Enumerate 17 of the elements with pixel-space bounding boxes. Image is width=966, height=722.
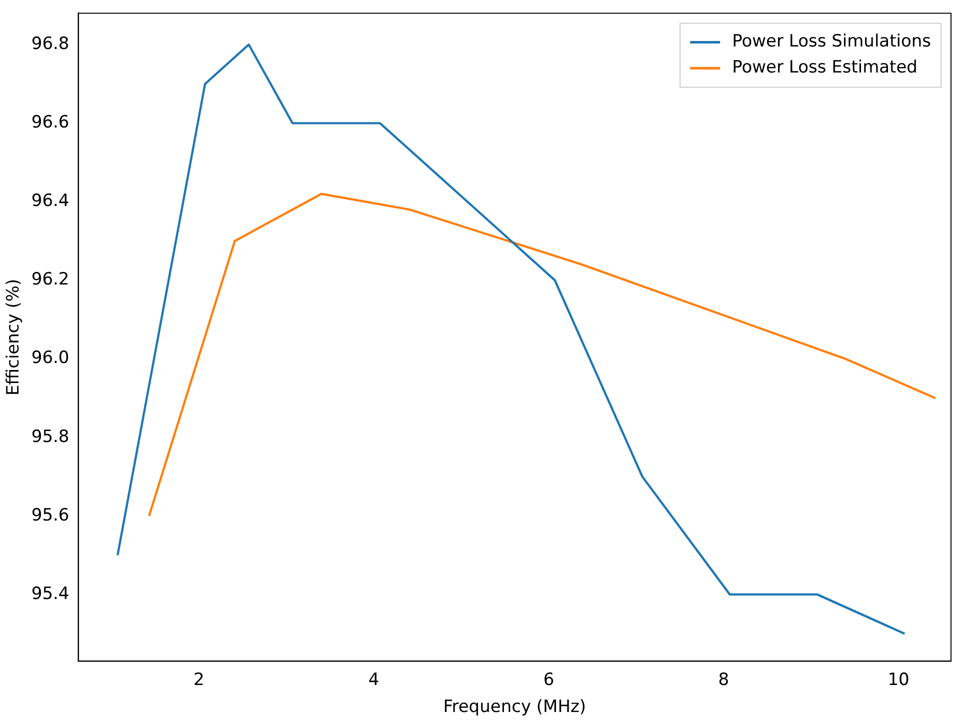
x-tick-label: 2: [194, 670, 204, 690]
y-tick-label: 96.4: [31, 191, 70, 212]
x-tick-label: 6: [543, 670, 554, 690]
y-tick-label: 95.8: [31, 426, 70, 447]
y-tick-label: 96.0: [31, 348, 70, 368]
x-tick-label: 4: [368, 670, 380, 690]
y-tick-label: 95.4: [31, 584, 70, 604]
y-tick-label: 96.2: [31, 270, 70, 290]
y-tick-label: 96.6: [31, 112, 70, 133]
legend-label: Power Loss Simulations: [732, 32, 932, 52]
x-tick-label: 10: [888, 670, 910, 690]
x-axis-title: Frequency (MHz): [443, 697, 586, 718]
y-tick-label: 95.6: [31, 505, 70, 526]
x-tick-label: 8: [718, 670, 730, 690]
y-axis-title: Efficiency (%): [4, 278, 24, 396]
legend-label: Power Loss Estimated: [732, 58, 918, 78]
y-tick-label: 96.8: [31, 34, 70, 54]
